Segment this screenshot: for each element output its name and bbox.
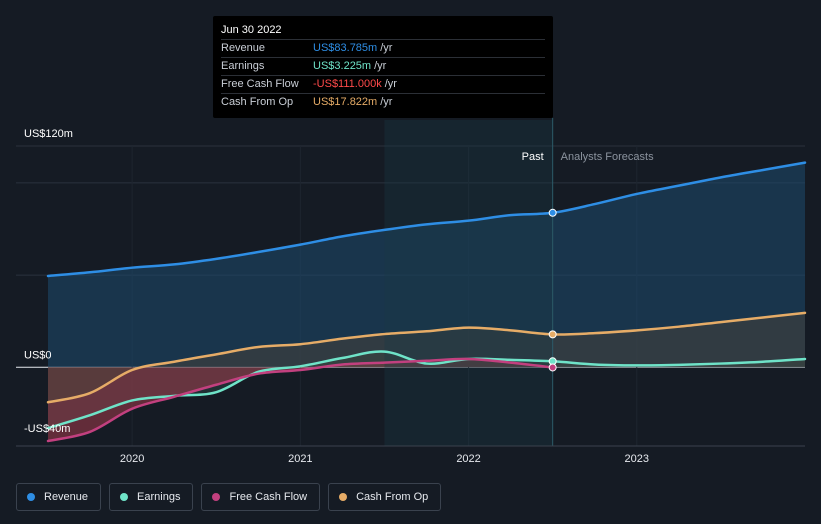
tooltip-unit: /yr bbox=[384, 78, 397, 90]
tooltip-unit: /yr bbox=[374, 60, 387, 72]
past-label: Past bbox=[522, 151, 544, 163]
marker-revenue bbox=[548, 208, 557, 217]
highlight-band bbox=[384, 120, 553, 446]
tooltip-value: -US$111.000k bbox=[313, 78, 382, 90]
legend-label: Free Cash Flow bbox=[229, 491, 308, 503]
tooltip-row-fcf: Free Cash Flow -US$111.000k /yr bbox=[221, 76, 545, 94]
legend-label: Revenue bbox=[44, 491, 89, 503]
legend-item-revenue[interactable]: Revenue bbox=[16, 483, 102, 511]
tooltip-unit: /yr bbox=[380, 96, 393, 108]
legend-item-cash-from-op[interactable]: Cash From Op bbox=[328, 483, 442, 511]
legend-label: Earnings bbox=[137, 491, 181, 503]
tooltip-unit: /yr bbox=[380, 42, 393, 54]
tooltip-markers bbox=[548, 208, 557, 372]
x-tick-label: 2023 bbox=[625, 453, 649, 465]
area-revenue bbox=[48, 162, 805, 368]
area-cash-from-op bbox=[48, 312, 805, 403]
tooltip-row-revenue: Revenue US$83.785m /yr bbox=[221, 40, 545, 58]
legend-item-earnings[interactable]: Earnings bbox=[109, 483, 194, 511]
tooltip-value: US$3.225m bbox=[313, 60, 372, 72]
legend-dot-icon bbox=[27, 493, 35, 501]
legend-dot-icon bbox=[212, 493, 221, 501]
x-tick-label: 2020 bbox=[120, 453, 144, 465]
y-axis-labels: US$120m US$0 -US$40m bbox=[24, 128, 73, 435]
tooltip: Jun 30 2022 Revenue US$83.785m /yr Earni… bbox=[213, 16, 553, 118]
tooltip-row-cfo: Cash From Op US$17.822m /yr bbox=[221, 94, 545, 111]
legend-item-free-cash-flow[interactable]: Free Cash Flow bbox=[201, 483, 321, 511]
series-lines bbox=[46, 161, 807, 443]
legend-label: Cash From Op bbox=[356, 491, 429, 503]
y-tick-label: -US$40m bbox=[24, 423, 70, 435]
line-cash-from-op bbox=[46, 311, 807, 404]
line-free-cash-flow bbox=[46, 357, 554, 443]
x-tick-label: 2022 bbox=[456, 453, 480, 465]
legend-dot-icon bbox=[339, 493, 348, 501]
area-free-cash-flow bbox=[48, 358, 553, 441]
tooltip-value: US$17.822m bbox=[313, 96, 378, 108]
line-revenue bbox=[46, 161, 807, 278]
legend: Revenue Earnings Free Cash Flow Cash Fro… bbox=[16, 483, 442, 511]
tooltip-label: Free Cash Flow bbox=[221, 78, 299, 90]
x-axis-labels: 2020 2021 2022 2023 bbox=[120, 453, 649, 465]
y-tick-label: US$0 bbox=[24, 349, 52, 361]
marker-cash-from-op bbox=[548, 330, 557, 339]
x-tick-label: 2021 bbox=[288, 453, 312, 465]
y-tick-label: US$120m bbox=[24, 128, 73, 140]
legend-dot-icon bbox=[120, 493, 129, 501]
tooltip-label: Revenue bbox=[221, 42, 266, 54]
tooltip-date: Jun 30 2022 bbox=[221, 22, 545, 40]
tooltip-value: US$83.785m bbox=[313, 42, 378, 54]
marker-free-cash-flow bbox=[548, 363, 557, 372]
tooltip-row-earnings: Earnings US$3.225m /yr bbox=[221, 58, 545, 76]
tooltip-label: Cash From Op bbox=[221, 96, 294, 108]
tooltip-label: Earnings bbox=[221, 60, 265, 72]
area-fills bbox=[48, 162, 805, 441]
forecast-label: Analysts Forecasts bbox=[561, 151, 654, 163]
